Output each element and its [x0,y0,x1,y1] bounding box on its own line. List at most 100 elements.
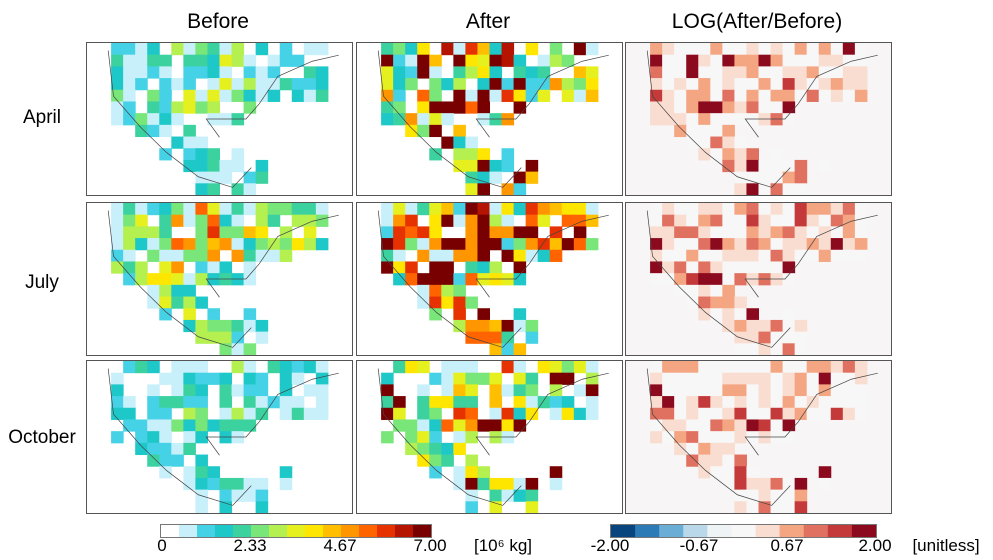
map-cell [441,454,454,467]
map-cell [513,489,527,502]
map-cell [746,372,759,385]
map-cell [806,407,820,420]
map-cell [195,183,208,195]
column-title-after: After [465,10,511,33]
map-cell [393,214,406,227]
map-cell [381,372,394,385]
map-cell [561,361,575,374]
map-cell [662,89,675,102]
map-cell [489,372,503,385]
map-cell [734,238,747,251]
map-cell [830,249,844,262]
map-cell [417,396,430,409]
map-cell [854,407,868,420]
map-cell [770,159,784,173]
map-cell [429,296,442,309]
map-cell [561,372,575,385]
map-cell [818,43,832,56]
map-cell [686,407,699,420]
map-cell [710,249,723,262]
map-cell [842,407,856,420]
map-cell [686,284,699,298]
map-cell [710,296,723,309]
map-cell [501,361,515,374]
map-cell [573,361,587,374]
map-cell [734,113,747,126]
map-cell [183,308,196,321]
map-cell [123,101,136,114]
map-cell [477,54,490,67]
map-cell [219,78,233,91]
map-cell [441,136,454,149]
map-cell [183,66,196,79]
map-cell [441,419,454,432]
map-cell [255,43,269,56]
map-cell [662,261,675,274]
map-cell [231,361,245,374]
map-cell [255,159,269,173]
coastline [646,50,878,188]
map-cell [698,226,711,239]
map-cell [393,419,406,432]
map-cell [830,384,844,397]
map-cell [722,284,735,298]
map-cell [686,66,699,79]
map-cell [794,54,808,67]
map-cell [501,477,515,491]
map-cell [267,89,281,102]
map-cell [207,148,220,161]
map-cell [806,361,820,374]
map-cell [585,89,599,102]
map-cell [758,331,772,344]
map-cell [698,261,711,274]
map-cell [159,238,172,251]
map-cell [429,442,442,456]
map-cell [219,171,233,184]
map-cell [794,384,808,397]
colorbar-mass-swatch [269,525,288,537]
map-cell [662,249,675,262]
coastline [646,210,878,348]
map-cell [231,249,245,262]
map-cell [195,419,208,432]
map-cell [111,89,124,102]
map-cell [429,113,442,126]
map-cell [219,261,233,274]
map-cell [489,159,503,173]
map-cell [818,54,832,67]
map-cell [255,203,269,216]
map-cell [686,226,699,239]
map-cell [303,384,317,397]
map-cell [758,78,772,91]
map-cell [674,238,687,251]
map-cell [477,214,490,227]
map-cell [489,54,503,67]
map-cell [429,89,442,102]
map-cell [123,89,136,102]
map-cell [393,78,406,91]
map-cell [573,43,587,56]
map-cell [758,66,772,79]
map-cell [734,43,747,56]
map-cell [441,214,454,227]
map-cell [429,78,442,91]
map-cell [183,78,196,91]
map-cell [585,396,599,409]
map-cell [393,407,406,420]
map-cell [381,54,394,67]
map-cell [662,43,675,56]
map-cell [243,308,257,321]
map-cell [549,43,563,56]
map-cell [171,419,184,432]
colorbar-mass-swatch [395,525,414,537]
map-cell [171,113,184,126]
map-cell [722,419,735,432]
map-cell [231,419,245,432]
map-cell [794,171,808,184]
map-cell [794,203,808,216]
map-cell [477,226,490,239]
map-cell [429,214,442,227]
map-cell [219,343,233,355]
colorbar-mass [160,524,432,538]
map-cell [381,101,394,114]
